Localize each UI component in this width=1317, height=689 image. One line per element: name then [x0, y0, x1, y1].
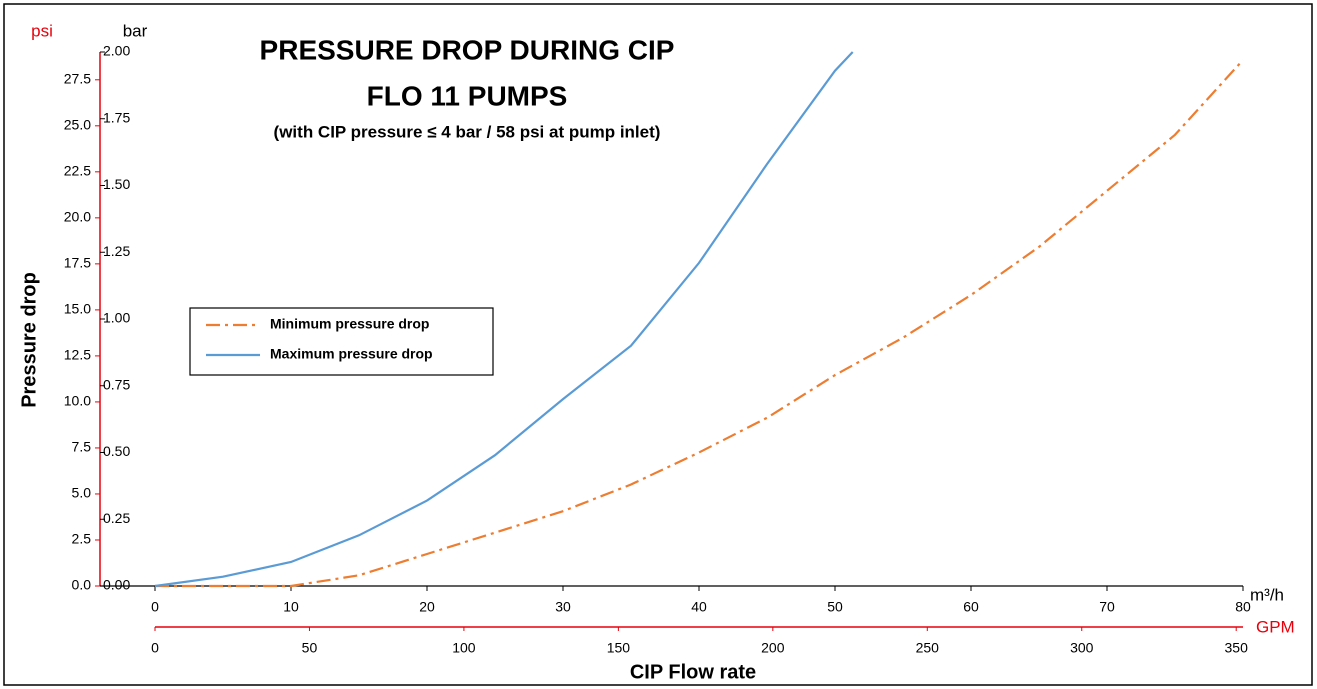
y-tick-label: 0.75: [103, 376, 130, 392]
data-line: [154, 51, 854, 588]
x2-tick-label: 350: [1225, 640, 1249, 656]
x-tick-label: 40: [691, 599, 707, 615]
y2-tick-label: 27.5: [64, 70, 91, 86]
x-axis-title: CIP Flow rate: [630, 661, 756, 683]
x2-tick-label: 150: [607, 640, 631, 656]
y-axis-title: Pressure drop: [18, 272, 40, 408]
x-tick-label: 50: [827, 599, 843, 615]
y2-tick-label: 25.0: [64, 117, 91, 133]
y2-tick-label: 22.5: [64, 163, 91, 179]
y2-tick-label: 20.0: [64, 209, 91, 225]
x-tick-label: 80: [1235, 599, 1251, 615]
y2-unit: psi: [31, 21, 53, 40]
y2-tick-label: 7.5: [72, 439, 92, 455]
x2-tick-label: 250: [916, 640, 940, 656]
y2-tick-label: 5.0: [72, 485, 92, 501]
data-line: [155, 59, 1244, 588]
x2-unit: GPM: [1256, 617, 1295, 636]
y-tick-label: 0.50: [103, 443, 130, 459]
y-tick-label: 0.25: [103, 510, 130, 526]
y-unit: bar: [123, 21, 148, 40]
x2-tick-label: 200: [761, 640, 785, 656]
chart-title: FLO 11 PUMPS: [367, 80, 568, 111]
y-tick-label: 1.25: [103, 243, 130, 259]
y2-tick-label: 10.0: [64, 393, 91, 409]
x-unit: m³/h: [1250, 585, 1284, 604]
x-tick-label: 0: [151, 599, 159, 615]
x2-tick-label: 100: [452, 640, 476, 656]
x-tick-label: 30: [555, 599, 571, 615]
legend-label: Minimum pressure drop: [270, 316, 429, 332]
x-tick-label: 60: [963, 599, 979, 615]
y2-tick-label: 0.0: [72, 577, 92, 593]
x-tick-label: 10: [283, 599, 299, 615]
x-tick-label: 70: [1099, 599, 1115, 615]
x-tick-label: 20: [419, 599, 435, 615]
y-tick-label: 1.00: [103, 310, 130, 326]
y-tick-label: 1.75: [103, 109, 130, 125]
y-tick-label: 0.00: [103, 577, 130, 593]
legend-label: Maximum pressure drop: [270, 346, 433, 362]
chart-subtitle: (with CIP pressure ≤ 4 bar / 58 psi at p…: [274, 122, 661, 141]
x2-tick-label: 50: [302, 640, 318, 656]
y2-tick-label: 2.5: [72, 531, 92, 547]
x2-tick-label: 300: [1070, 640, 1094, 656]
y-tick-label: 1.50: [103, 176, 130, 192]
x2-tick-label: 0: [151, 640, 159, 656]
chart-title: PRESSURE DROP DURING CIP: [260, 34, 675, 65]
legend-box: [189, 307, 494, 376]
y2-tick-label: 15.0: [64, 301, 91, 317]
y2-tick-label: 17.5: [64, 255, 91, 271]
y2-tick-label: 12.5: [64, 347, 91, 363]
y-tick-label: 2.00: [103, 43, 130, 59]
